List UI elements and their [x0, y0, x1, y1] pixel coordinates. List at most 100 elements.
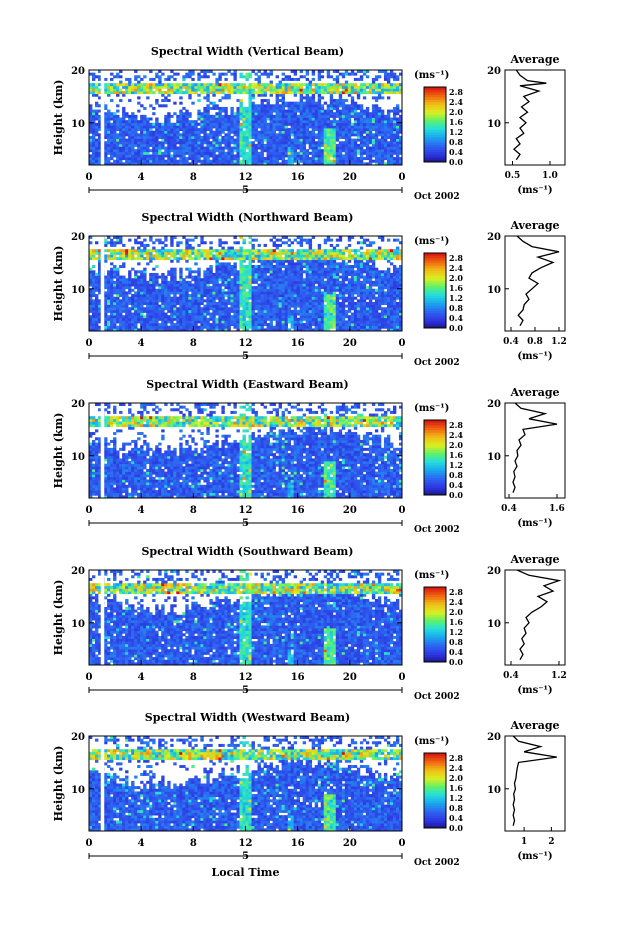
heatmap-cell [152, 133, 156, 137]
heatmap-cell [227, 143, 231, 147]
heatmap-cell [191, 283, 195, 287]
heatmap-cell [140, 143, 144, 147]
heatmap-cell [332, 85, 337, 89]
heatmap-cell [266, 133, 270, 137]
heatmap-cell [146, 288, 150, 292]
heatmap-cell [161, 278, 165, 282]
heatmap-cell [116, 151, 120, 155]
heatmap-cell [191, 246, 195, 250]
heatmap-cell [227, 272, 231, 276]
heatmap-cell [89, 241, 93, 245]
heatmap-cell [134, 320, 138, 324]
heatmap-cell [185, 307, 189, 311]
heatmap-cell [167, 154, 171, 158]
heatmap-cell [143, 159, 147, 163]
heatmap-cell [281, 93, 285, 97]
heatmap-cell [260, 286, 264, 290]
heatmap-cell [197, 112, 201, 116]
heatmap-cell [275, 312, 279, 316]
heatmap-cell [209, 146, 213, 150]
heatmap-cell [302, 254, 307, 258]
heatmap-cell [302, 259, 307, 263]
heatmap-cell [395, 88, 400, 92]
heatmap-cell [368, 114, 373, 118]
heatmap-cell [257, 328, 261, 332]
heatmap-cell [164, 275, 168, 279]
heatmap-cell [260, 133, 264, 137]
heatmap-cell [377, 149, 382, 153]
heatmap-cell [185, 254, 189, 258]
heatmap-cell [209, 154, 213, 158]
heatmap-cell [374, 109, 379, 113]
heatmap-cell [236, 138, 240, 142]
heatmap-cell [314, 141, 319, 145]
heatmap-cell [206, 88, 210, 92]
heatmap-cell [221, 85, 225, 89]
heatmap-cell [215, 77, 219, 81]
heatmap-cell [194, 141, 198, 145]
heatmap-cell [98, 280, 102, 284]
heatmap-cell [269, 328, 273, 332]
heatmap-cell [257, 265, 261, 269]
heatmap-cell [98, 251, 102, 255]
heatmap-cell [164, 133, 168, 137]
heatmap-cell [230, 294, 234, 298]
heatmap-cell [224, 162, 228, 166]
heatmap-cell [281, 307, 285, 311]
heatmap-cell [140, 291, 144, 295]
heatmap-cell [158, 257, 162, 261]
heatmap-cell [374, 85, 379, 89]
heatmap-cell [179, 315, 183, 319]
heatmap-cell [302, 262, 307, 266]
heatmap-cell [137, 312, 141, 316]
heatmap-cell [293, 143, 298, 147]
heatmap-cell [227, 151, 231, 155]
heatmap-cell [383, 130, 388, 134]
heatmap-cell [125, 323, 129, 327]
heatmap-cell [389, 91, 394, 95]
heatmap-cell [350, 72, 355, 76]
heatmap-cell [314, 135, 319, 139]
heatmap-cell [131, 159, 135, 163]
heatmap-cell [209, 278, 213, 282]
heatmap-cell [398, 91, 403, 95]
heatmap-cell [305, 112, 310, 116]
heatmap-cell [134, 291, 138, 295]
heatmap-cell [215, 267, 219, 271]
heatmap-cell [299, 278, 304, 282]
heatmap-cell [332, 154, 337, 158]
heatmap-cell [353, 112, 358, 116]
heatmap-cell [299, 85, 304, 89]
heatmap-cell [134, 280, 138, 284]
heatmap-cell [119, 141, 123, 145]
heatmap-cell [293, 157, 298, 161]
heatmap-cell [242, 117, 246, 121]
heatmap-cell [227, 283, 231, 287]
heatmap-cell [359, 104, 364, 108]
heatmap-cell [287, 151, 291, 155]
heatmap-cell [209, 241, 213, 245]
heatmap-cell [167, 130, 171, 134]
heatmap-cell [176, 154, 180, 158]
colorbar-swatch [424, 122, 446, 125]
heatmap-cell [233, 130, 237, 134]
heatmap-cell [203, 83, 207, 87]
heatmap-cell [119, 138, 123, 142]
heatmap-cell [212, 325, 216, 329]
heatmap-cell [176, 146, 180, 150]
heatmap-cell [107, 291, 111, 295]
heatmap-cell [200, 286, 204, 290]
heatmap-cell [209, 130, 213, 134]
heatmap-cell [329, 83, 334, 87]
heatmap-cell [263, 133, 267, 137]
heatmap-cell [176, 296, 180, 300]
heatmap-cell [305, 106, 310, 110]
heatmap-cell [260, 157, 264, 161]
heatmap-cell [290, 91, 294, 95]
heatmap-cell [260, 251, 264, 255]
heatmap-cell [212, 122, 216, 126]
heatmap-cell [275, 265, 279, 269]
heatmap-cell [233, 278, 237, 282]
heatmap-cell [206, 151, 210, 155]
colorbar-swatch [424, 89, 446, 93]
